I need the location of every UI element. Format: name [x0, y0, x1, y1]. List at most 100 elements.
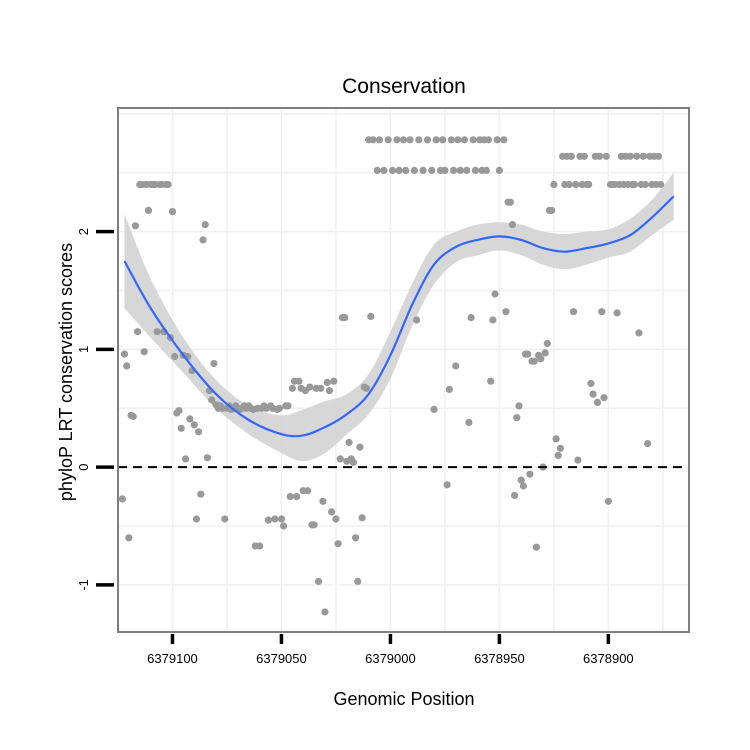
data-point	[467, 314, 475, 322]
data-point	[288, 384, 296, 392]
data-point	[362, 384, 371, 392]
data-point	[334, 540, 342, 548]
data-point	[572, 180, 580, 189]
data-point	[186, 415, 194, 423]
data-point	[517, 476, 525, 484]
data-point	[604, 497, 613, 505]
data-point	[593, 398, 602, 406]
data-point	[336, 455, 344, 463]
data-point	[456, 166, 464, 174]
data-point	[328, 508, 336, 516]
data-point	[358, 514, 366, 522]
data-point	[314, 577, 323, 586]
y-tick-label: 0	[76, 464, 91, 471]
data-point	[556, 444, 565, 452]
data-point	[487, 377, 495, 385]
data-point	[585, 180, 593, 189]
data-point	[463, 166, 471, 174]
data-point	[626, 152, 634, 160]
data-point	[389, 166, 397, 174]
data-point	[125, 534, 133, 542]
data-point	[393, 136, 401, 144]
data-point	[465, 418, 473, 426]
data-point	[598, 308, 606, 316]
data-point	[199, 236, 207, 244]
y-axis: -1 0 1 2	[76, 228, 114, 591]
data-point	[471, 166, 479, 174]
data-point	[445, 385, 453, 393]
data-point	[530, 357, 538, 365]
gridlines	[118, 108, 689, 632]
data-point	[469, 136, 477, 144]
data-point	[541, 349, 549, 357]
data-point	[510, 491, 519, 499]
data-point	[554, 451, 562, 459]
data-point	[399, 136, 408, 144]
chart-title: Conservation	[342, 75, 466, 98]
smooth-trend-line	[123, 195, 675, 438]
data-point	[430, 405, 438, 413]
data-point	[323, 378, 331, 386]
panel-border	[117, 107, 690, 633]
data-point	[210, 359, 218, 368]
data-point	[484, 136, 493, 144]
data-point	[537, 355, 545, 363]
data-point	[548, 206, 556, 214]
data-point	[491, 290, 499, 298]
data-point	[201, 221, 209, 229]
data-point	[317, 384, 325, 392]
data-point	[644, 440, 652, 448]
data-point	[319, 497, 327, 505]
data-point	[341, 314, 349, 322]
data-point	[552, 435, 560, 443]
data-point	[134, 328, 142, 336]
data-point	[345, 438, 353, 446]
data-point	[452, 362, 460, 370]
data-point	[195, 428, 203, 436]
data-points	[118, 136, 665, 616]
data-point	[423, 136, 432, 144]
data-point	[280, 522, 288, 530]
data-point	[482, 166, 490, 174]
x-tick-label: 6379000	[365, 651, 416, 666]
data-point	[550, 180, 558, 189]
data-point	[439, 136, 447, 144]
y-tick-label: 2	[76, 228, 91, 235]
data-point	[325, 387, 333, 395]
data-point	[635, 329, 643, 337]
data-point	[515, 402, 523, 410]
data-point	[506, 198, 514, 206]
data-point	[384, 136, 392, 144]
data-point	[441, 166, 449, 174]
data-point	[190, 421, 198, 429]
data-point	[286, 493, 294, 501]
x-axis: 6379100 6379050 6379000 6378950 6378900	[147, 634, 634, 666]
data-point	[567, 152, 575, 160]
data-point	[413, 316, 421, 324]
data-point	[613, 309, 621, 317]
data-point	[153, 328, 161, 336]
data-point	[587, 379, 595, 388]
data-point	[264, 516, 272, 524]
data-point	[489, 316, 497, 324]
data-point	[639, 152, 647, 160]
data-point	[513, 414, 521, 422]
data-point	[131, 222, 139, 230]
data-point	[129, 412, 137, 421]
data-point	[589, 390, 597, 398]
data-point	[495, 166, 503, 174]
data-point	[519, 482, 528, 490]
data-point	[432, 136, 440, 144]
y-tick-label: 1	[76, 346, 91, 353]
data-point	[654, 152, 663, 160]
data-point	[256, 542, 264, 550]
x-tick-label: 6379050	[256, 651, 307, 666]
data-point	[354, 577, 362, 586]
data-point	[569, 308, 578, 316]
data-point	[402, 166, 410, 174]
data-point	[332, 515, 340, 523]
data-point	[565, 180, 573, 189]
data-point	[493, 136, 501, 144]
data-point	[293, 493, 301, 501]
